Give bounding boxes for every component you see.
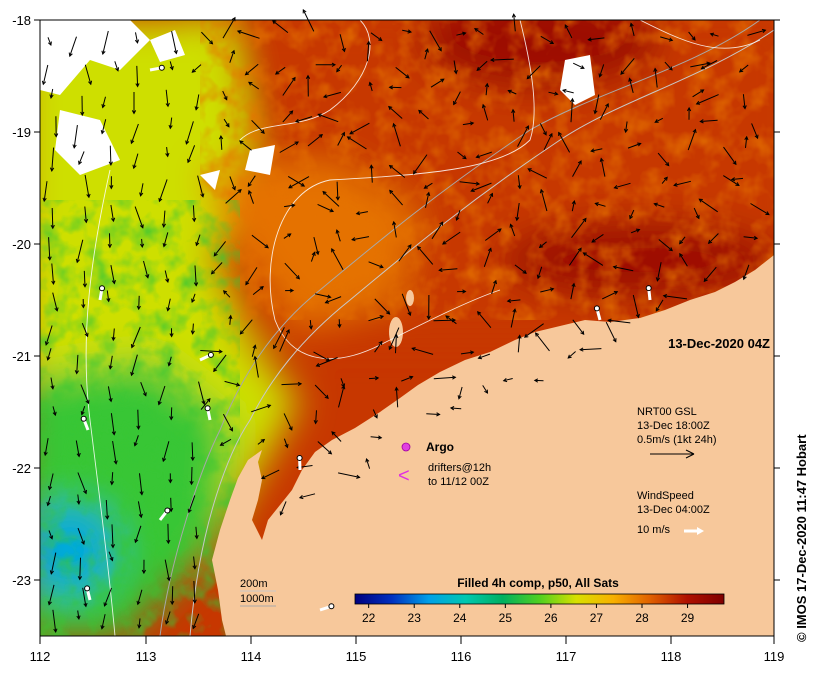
colorbar-ramp (355, 594, 724, 604)
current-legend-line1: NRT00 GSL (637, 406, 697, 418)
x-tick-label: 113 (136, 649, 157, 664)
x-tick-label: 116 (451, 649, 472, 664)
x-tick-label: 115 (346, 649, 367, 664)
x-axis: 112 113 114 115 116 117 118 119 (30, 636, 785, 664)
isobath-200-label: 200m (240, 578, 268, 590)
colorbar-tick-label: 25 (499, 611, 513, 625)
drifters-label-line1: drifters@12h (428, 462, 491, 474)
x-tick-label: 119 (764, 649, 785, 664)
argo-marker-icon (402, 443, 410, 451)
drifters-label-line2: to 11/12 00Z (428, 476, 489, 488)
colorbar-tick-label: 22 (362, 611, 376, 625)
x-tick-label: 114 (241, 649, 262, 664)
sst-texture-east (200, 20, 774, 320)
x-tick-label: 112 (30, 649, 51, 664)
credit-text: © IMOS 17-Dec-2020 11:47 Hobart (794, 434, 809, 642)
y-tick-label: -19 (12, 125, 31, 140)
colorbar-title: Filled 4h comp, p50, All Sats (457, 576, 619, 590)
colorbar-tick-label: 27 (590, 611, 604, 625)
y-tick-label: -22 (12, 461, 31, 476)
colorbar-tick-label: 26 (544, 611, 558, 625)
map-timestamp: 13-Dec-2020 04Z (668, 336, 770, 351)
x-tick-label: 118 (661, 649, 682, 664)
y-tick-label: -18 (12, 13, 31, 28)
colorbar-tick-label: 28 (635, 611, 649, 625)
colorbar-tick-label: 24 (453, 611, 467, 625)
isobath-1000-label: 1000m (240, 593, 274, 605)
colorbar-tick-label: 29 (681, 611, 695, 625)
wind-legend-line1: WindSpeed (637, 490, 694, 502)
sst-field (20, 0, 800, 640)
x-tick-label: 117 (556, 649, 577, 664)
colorbar-tick-label: 23 (408, 611, 422, 625)
y-tick-label: -23 (12, 573, 31, 588)
argo-label: Argo (426, 440, 454, 454)
y-tick-label: -21 (12, 349, 31, 364)
island (406, 290, 414, 306)
current-legend-line3: 0.5m/s (1kt 24h) (637, 434, 716, 446)
drifter-marker-icon: < (398, 465, 410, 487)
wind-legend-line3: 10 m/s (637, 524, 671, 536)
wind-legend-line2: 13-Dec 04:00Z (637, 504, 710, 516)
current-legend-line2: 13-Dec 18:00Z (637, 420, 710, 432)
y-tick-label: -20 (12, 237, 31, 252)
